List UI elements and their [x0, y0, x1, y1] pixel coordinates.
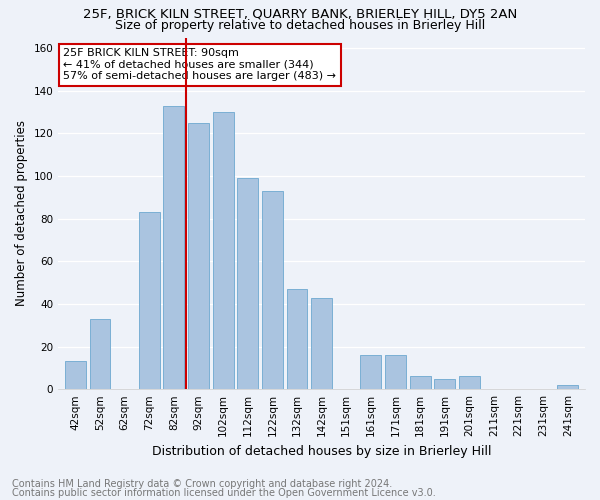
- Bar: [163, 106, 184, 389]
- Bar: [459, 376, 480, 389]
- Bar: [557, 385, 578, 389]
- Y-axis label: Number of detached properties: Number of detached properties: [15, 120, 28, 306]
- Bar: [188, 123, 209, 389]
- Bar: [434, 378, 455, 389]
- Bar: [410, 376, 431, 389]
- Bar: [385, 355, 406, 389]
- Bar: [139, 212, 160, 389]
- Bar: [262, 191, 283, 389]
- Text: Contains HM Land Registry data © Crown copyright and database right 2024.: Contains HM Land Registry data © Crown c…: [12, 479, 392, 489]
- Text: 25F BRICK KILN STREET: 90sqm
← 41% of detached houses are smaller (344)
57% of s: 25F BRICK KILN STREET: 90sqm ← 41% of de…: [64, 48, 337, 82]
- Bar: [237, 178, 258, 389]
- Bar: [361, 355, 381, 389]
- X-axis label: Distribution of detached houses by size in Brierley Hill: Distribution of detached houses by size …: [152, 444, 491, 458]
- Text: 25F, BRICK KILN STREET, QUARRY BANK, BRIERLEY HILL, DY5 2AN: 25F, BRICK KILN STREET, QUARRY BANK, BRI…: [83, 8, 517, 20]
- Bar: [89, 319, 110, 389]
- Text: Contains public sector information licensed under the Open Government Licence v3: Contains public sector information licen…: [12, 488, 436, 498]
- Bar: [65, 362, 86, 389]
- Bar: [212, 112, 233, 389]
- Text: Size of property relative to detached houses in Brierley Hill: Size of property relative to detached ho…: [115, 18, 485, 32]
- Bar: [287, 289, 307, 389]
- Bar: [311, 298, 332, 389]
